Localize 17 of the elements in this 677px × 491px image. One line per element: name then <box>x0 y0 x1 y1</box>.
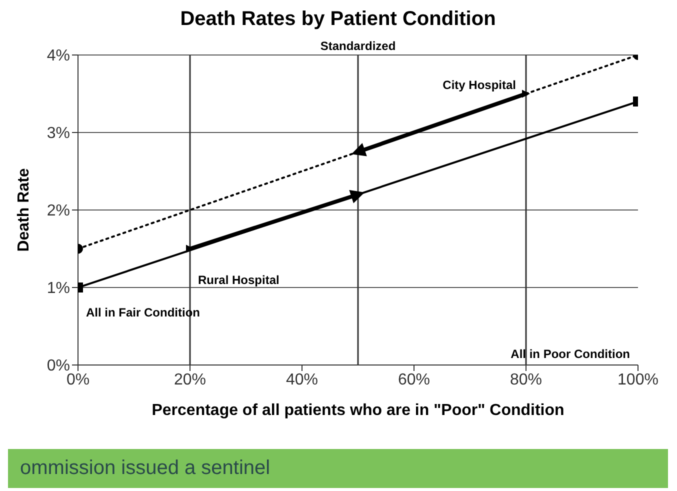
x-tick-label: 60% <box>398 371 430 388</box>
y-tick-label: 3% <box>46 125 70 142</box>
annotation: Rural Hospital <box>198 272 280 287</box>
x-tick-label: 80% <box>510 371 542 388</box>
ref-line-label: Standardized <box>320 39 396 53</box>
chart-title: Death Rates by Patient Condition <box>179 8 497 31</box>
x-tick-label: 20% <box>174 371 206 388</box>
text: ommission issued a sentinel <box>8 449 668 488</box>
annotation: City Hospital <box>442 78 516 92</box>
y-tick-label: 1% <box>46 280 70 298</box>
y-tick-label: 4% <box>46 48 70 65</box>
y-axis-title: Death Rate <box>16 168 33 252</box>
x-tick-label: 100% <box>618 371 658 388</box>
x-axis-title: Percentage of all patients who are in "Poor" Condition <box>152 402 564 419</box>
annotation: All in Poor Condition <box>510 347 630 361</box>
x-tick-label: 40% <box>286 371 318 388</box>
y-tick-label: 2% <box>46 202 70 220</box>
